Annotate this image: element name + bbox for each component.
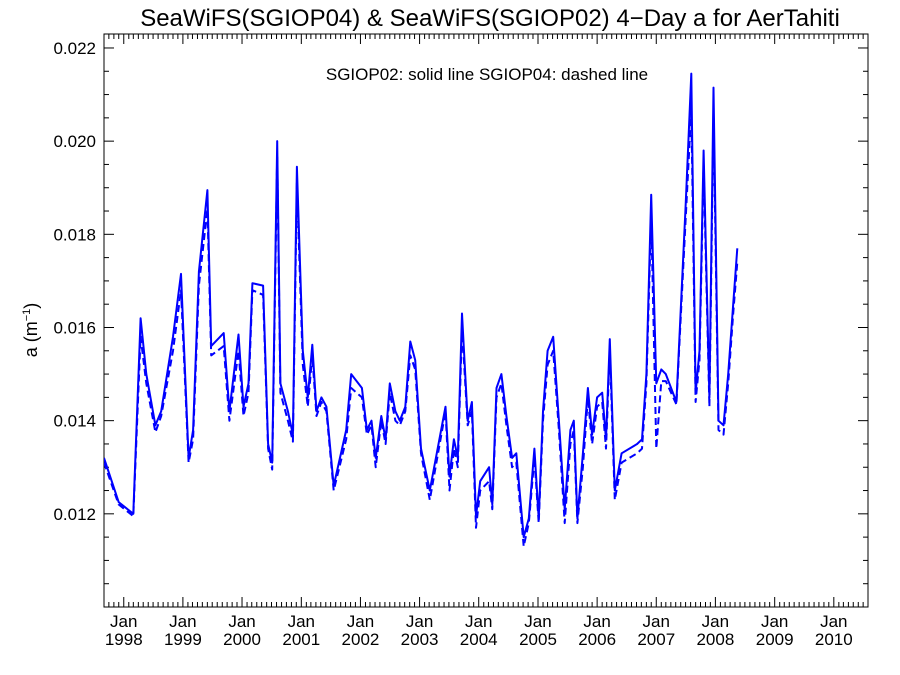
x-tick-year-label: 2005	[519, 630, 557, 649]
x-tick-month-label: Jan	[820, 612, 847, 631]
x-tick-year-label: 2010	[815, 630, 853, 649]
x-tick-month-label: Jan	[347, 612, 374, 631]
x-tick-year-label: 2003	[401, 630, 439, 649]
x-tick-year-label: 1999	[164, 630, 202, 649]
x-tick-month-label: Jan	[702, 612, 729, 631]
x-tick-month-label: Jan	[583, 612, 610, 631]
plot-frame	[103, 33, 869, 608]
x-tick-month-label: Jan	[761, 612, 788, 631]
x-tick-year-label: 2009	[756, 630, 794, 649]
x-tick-month-label: Jan	[643, 612, 670, 631]
x-tick-month-label: Jan	[169, 612, 196, 631]
y-axis-label-close: )	[21, 303, 41, 309]
x-tick-month-label: Jan	[288, 612, 315, 631]
line-style-annotation: SGIOP02: solid line SGIOP04: dashed line	[326, 65, 648, 84]
y-axis-label-unit-exponent: −1	[21, 309, 33, 322]
y-axis-label-text: a (m	[21, 321, 41, 357]
chart-title: SeaWiFS(SGIOP04) & SeaWiFS(SGIOP02) 4−Da…	[140, 5, 840, 32]
x-tick-month-label: Jan	[465, 612, 492, 631]
y-tick-label: 0.022	[53, 39, 96, 58]
series-layer	[104, 72, 739, 548]
y-axis: 0.012 0.014 0.016 0.018 0.020 0.022	[53, 39, 868, 585]
x-tick-year-label: 2006	[578, 630, 616, 649]
y-tick-label: 0.018	[53, 225, 96, 244]
y-tick-label: 0.020	[53, 132, 96, 151]
y-tick-label: 0.012	[53, 505, 96, 524]
x-tick-year-label: 2000	[223, 630, 261, 649]
x-tick-year-label: 1998	[105, 630, 143, 649]
series-line-sgiop04	[104, 107, 739, 548]
x-tick-year-label: 2001	[282, 630, 320, 649]
y-axis-label: a (m−1)	[21, 303, 41, 358]
x-tick-month-label: Jan	[524, 612, 551, 631]
x-tick-year-label: 2004	[460, 630, 498, 649]
x-tick-year-label: 2008	[696, 630, 734, 649]
x-tick-year-label: 2002	[342, 630, 380, 649]
x-tick-month-label: Jan	[406, 612, 433, 631]
y-tick-label: 0.014	[53, 412, 96, 431]
x-tick-month-label: Jan	[110, 612, 137, 631]
x-tick-year-label: 2007	[637, 630, 675, 649]
y-tick-label: 0.016	[53, 318, 96, 337]
x-tick-month-label: Jan	[228, 612, 255, 631]
x-axis: Jan1998Jan1999Jan2000Jan2001Jan2002Jan20…	[103, 34, 864, 649]
